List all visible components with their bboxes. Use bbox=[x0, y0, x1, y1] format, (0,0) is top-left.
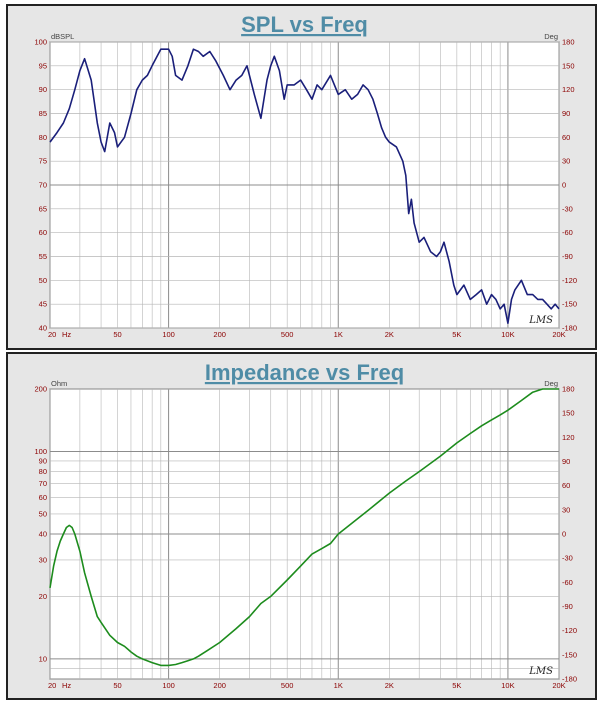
y-tick-label: 95 bbox=[39, 61, 47, 70]
y-axis-label: dBSPL bbox=[51, 32, 74, 41]
y2-tick-label: 30 bbox=[562, 505, 570, 514]
y-tick-label: 80 bbox=[39, 133, 47, 142]
y-tick-label: 100 bbox=[34, 38, 47, 47]
x-tick-label: 50 bbox=[113, 330, 121, 339]
y2-tick-label: -150 bbox=[562, 650, 577, 659]
y-axis-label: Ohm bbox=[51, 379, 67, 388]
y-tick-label: 90 bbox=[39, 85, 47, 94]
x-tick-label: 200 bbox=[213, 330, 226, 339]
series-line bbox=[49, 48, 560, 325]
x-tick-label: 500 bbox=[281, 681, 294, 690]
y-tick-label: 65 bbox=[39, 204, 47, 213]
y2-tick-labels: 180 150 120 90 60 30 0 -30 -60 -90 -120 -150 -180 bbox=[562, 38, 577, 333]
x-tick-label: 2K bbox=[385, 330, 394, 339]
y2-tick-label: 120 bbox=[562, 85, 575, 94]
y-tick-label: 45 bbox=[39, 300, 47, 309]
y2-tick-label: -60 bbox=[562, 228, 573, 237]
lms-watermark: LMS bbox=[528, 315, 553, 326]
y-tick-label: 30 bbox=[39, 555, 47, 564]
chart-title: Impedance vs Freq bbox=[205, 360, 404, 385]
x-tick-label: 20K bbox=[552, 681, 565, 690]
y2-tick-label: 0 bbox=[562, 530, 566, 539]
y-tick-label: 100 bbox=[34, 447, 47, 456]
x-tick-label: 50 bbox=[113, 681, 121, 690]
x-tick-label: 200 bbox=[213, 681, 226, 690]
chart-title: SPL vs Freq bbox=[241, 12, 368, 37]
y-tick-label: 200 bbox=[34, 385, 47, 394]
y2-tick-label: 60 bbox=[562, 133, 570, 142]
y2-tick-label: 150 bbox=[562, 409, 575, 418]
y2-axis-label: Deg bbox=[544, 32, 558, 41]
y-tick-label: 75 bbox=[39, 157, 47, 166]
x-tick-label: 10K bbox=[501, 330, 514, 339]
y2-tick-label: 120 bbox=[562, 433, 575, 442]
y2-tick-label: -180 bbox=[562, 324, 577, 333]
y-tick-label: 10 bbox=[39, 654, 47, 663]
x-tick-label: 5K bbox=[452, 681, 461, 690]
spl-chart-panel: SPL vs Freq 40 45 50 55 60 65 70 75 80 85 90 95 100 18… bbox=[6, 4, 597, 350]
x-tick-label: 100 bbox=[162, 681, 175, 690]
impedance-chart-panel: Impedance vs Freq 10 20 30 40 50 60 70 80 90 100 20… bbox=[6, 352, 597, 700]
impedance-chart: Impedance vs Freq10203040506070809010020… bbox=[34, 360, 577, 690]
y2-tick-label: -90 bbox=[562, 602, 573, 611]
x-tick-label: 10K bbox=[501, 681, 514, 690]
y2-tick-label: -90 bbox=[562, 252, 573, 261]
y2-tick-label: 180 bbox=[562, 38, 575, 47]
y-tick-label: 50 bbox=[39, 276, 47, 285]
x-unit-label: Hz bbox=[62, 681, 71, 690]
y-tick-label: 60 bbox=[39, 493, 47, 502]
y2-tick-label: -60 bbox=[562, 578, 573, 587]
y2-tick-label: -180 bbox=[562, 675, 577, 684]
y2-tick-labels: 180 150 120 90 60 30 0 -30 -60 -90 -120 -150 -180 bbox=[562, 385, 577, 684]
y2-tick-label: 30 bbox=[562, 157, 570, 166]
y-tick-label: 70 bbox=[39, 479, 47, 488]
y2-axis-label: Deg bbox=[544, 379, 558, 388]
x-tick-label: 20K bbox=[552, 330, 565, 339]
x-tick-label: 2K bbox=[385, 681, 394, 690]
y-gridlines bbox=[50, 388, 559, 680]
y2-tick-label: 180 bbox=[562, 385, 575, 394]
x-tick-labels: 20 50 100 200 500 1K 2K 5K 10K 20K bbox=[48, 681, 566, 690]
x-tick-label: 5K bbox=[452, 330, 461, 339]
x-tick-label: 500 bbox=[281, 330, 294, 339]
spl-chart: SPL vs Freq 40 45 50 55 60 65 70 75 80 85 90 95 100 18… bbox=[34, 12, 577, 339]
y-tick-label: 60 bbox=[39, 228, 47, 237]
y2-tick-label: 150 bbox=[562, 61, 575, 70]
x-tick-label: 100 bbox=[162, 330, 175, 339]
y2-tick-label: 90 bbox=[562, 457, 570, 466]
y2-tick-label: -150 bbox=[562, 300, 577, 309]
y-tick-label: 50 bbox=[39, 509, 47, 518]
y-tick-label: 40 bbox=[39, 530, 47, 539]
y-tick-label: 80 bbox=[39, 467, 47, 476]
y2-tick-label: -120 bbox=[562, 626, 577, 635]
y-tick-label: 85 bbox=[39, 109, 47, 118]
lms-watermark: LMS bbox=[528, 666, 553, 677]
x-tick-labels: 20 50 100 200 500 1K 2K 5K 10K 20K bbox=[48, 330, 566, 339]
y2-tick-label: -30 bbox=[562, 554, 573, 563]
x-tick-label: 20 bbox=[48, 330, 56, 339]
y-tick-labels: 40 45 50 55 60 65 70 75 80 85 90 95 100 bbox=[34, 38, 47, 333]
y2-tick-label: -120 bbox=[562, 276, 577, 285]
y2-tick-label: 90 bbox=[562, 109, 570, 118]
y-tick-label: 90 bbox=[39, 456, 47, 465]
y2-tick-label: -30 bbox=[562, 204, 573, 213]
y-tick-label: 70 bbox=[39, 181, 47, 190]
y-tick-label: 40 bbox=[39, 324, 47, 333]
x-tick-label: 1K bbox=[334, 681, 343, 690]
x-unit-label: Hz bbox=[62, 330, 71, 339]
x-tick-label: 1K bbox=[334, 330, 343, 339]
y2-tick-label: 0 bbox=[562, 181, 566, 190]
y2-tick-label: 60 bbox=[562, 481, 570, 490]
x-tick-label: 20 bbox=[48, 681, 56, 690]
y-tick-label: 55 bbox=[39, 252, 47, 261]
y-tick-label: 20 bbox=[39, 592, 47, 601]
series-line bbox=[49, 388, 559, 667]
